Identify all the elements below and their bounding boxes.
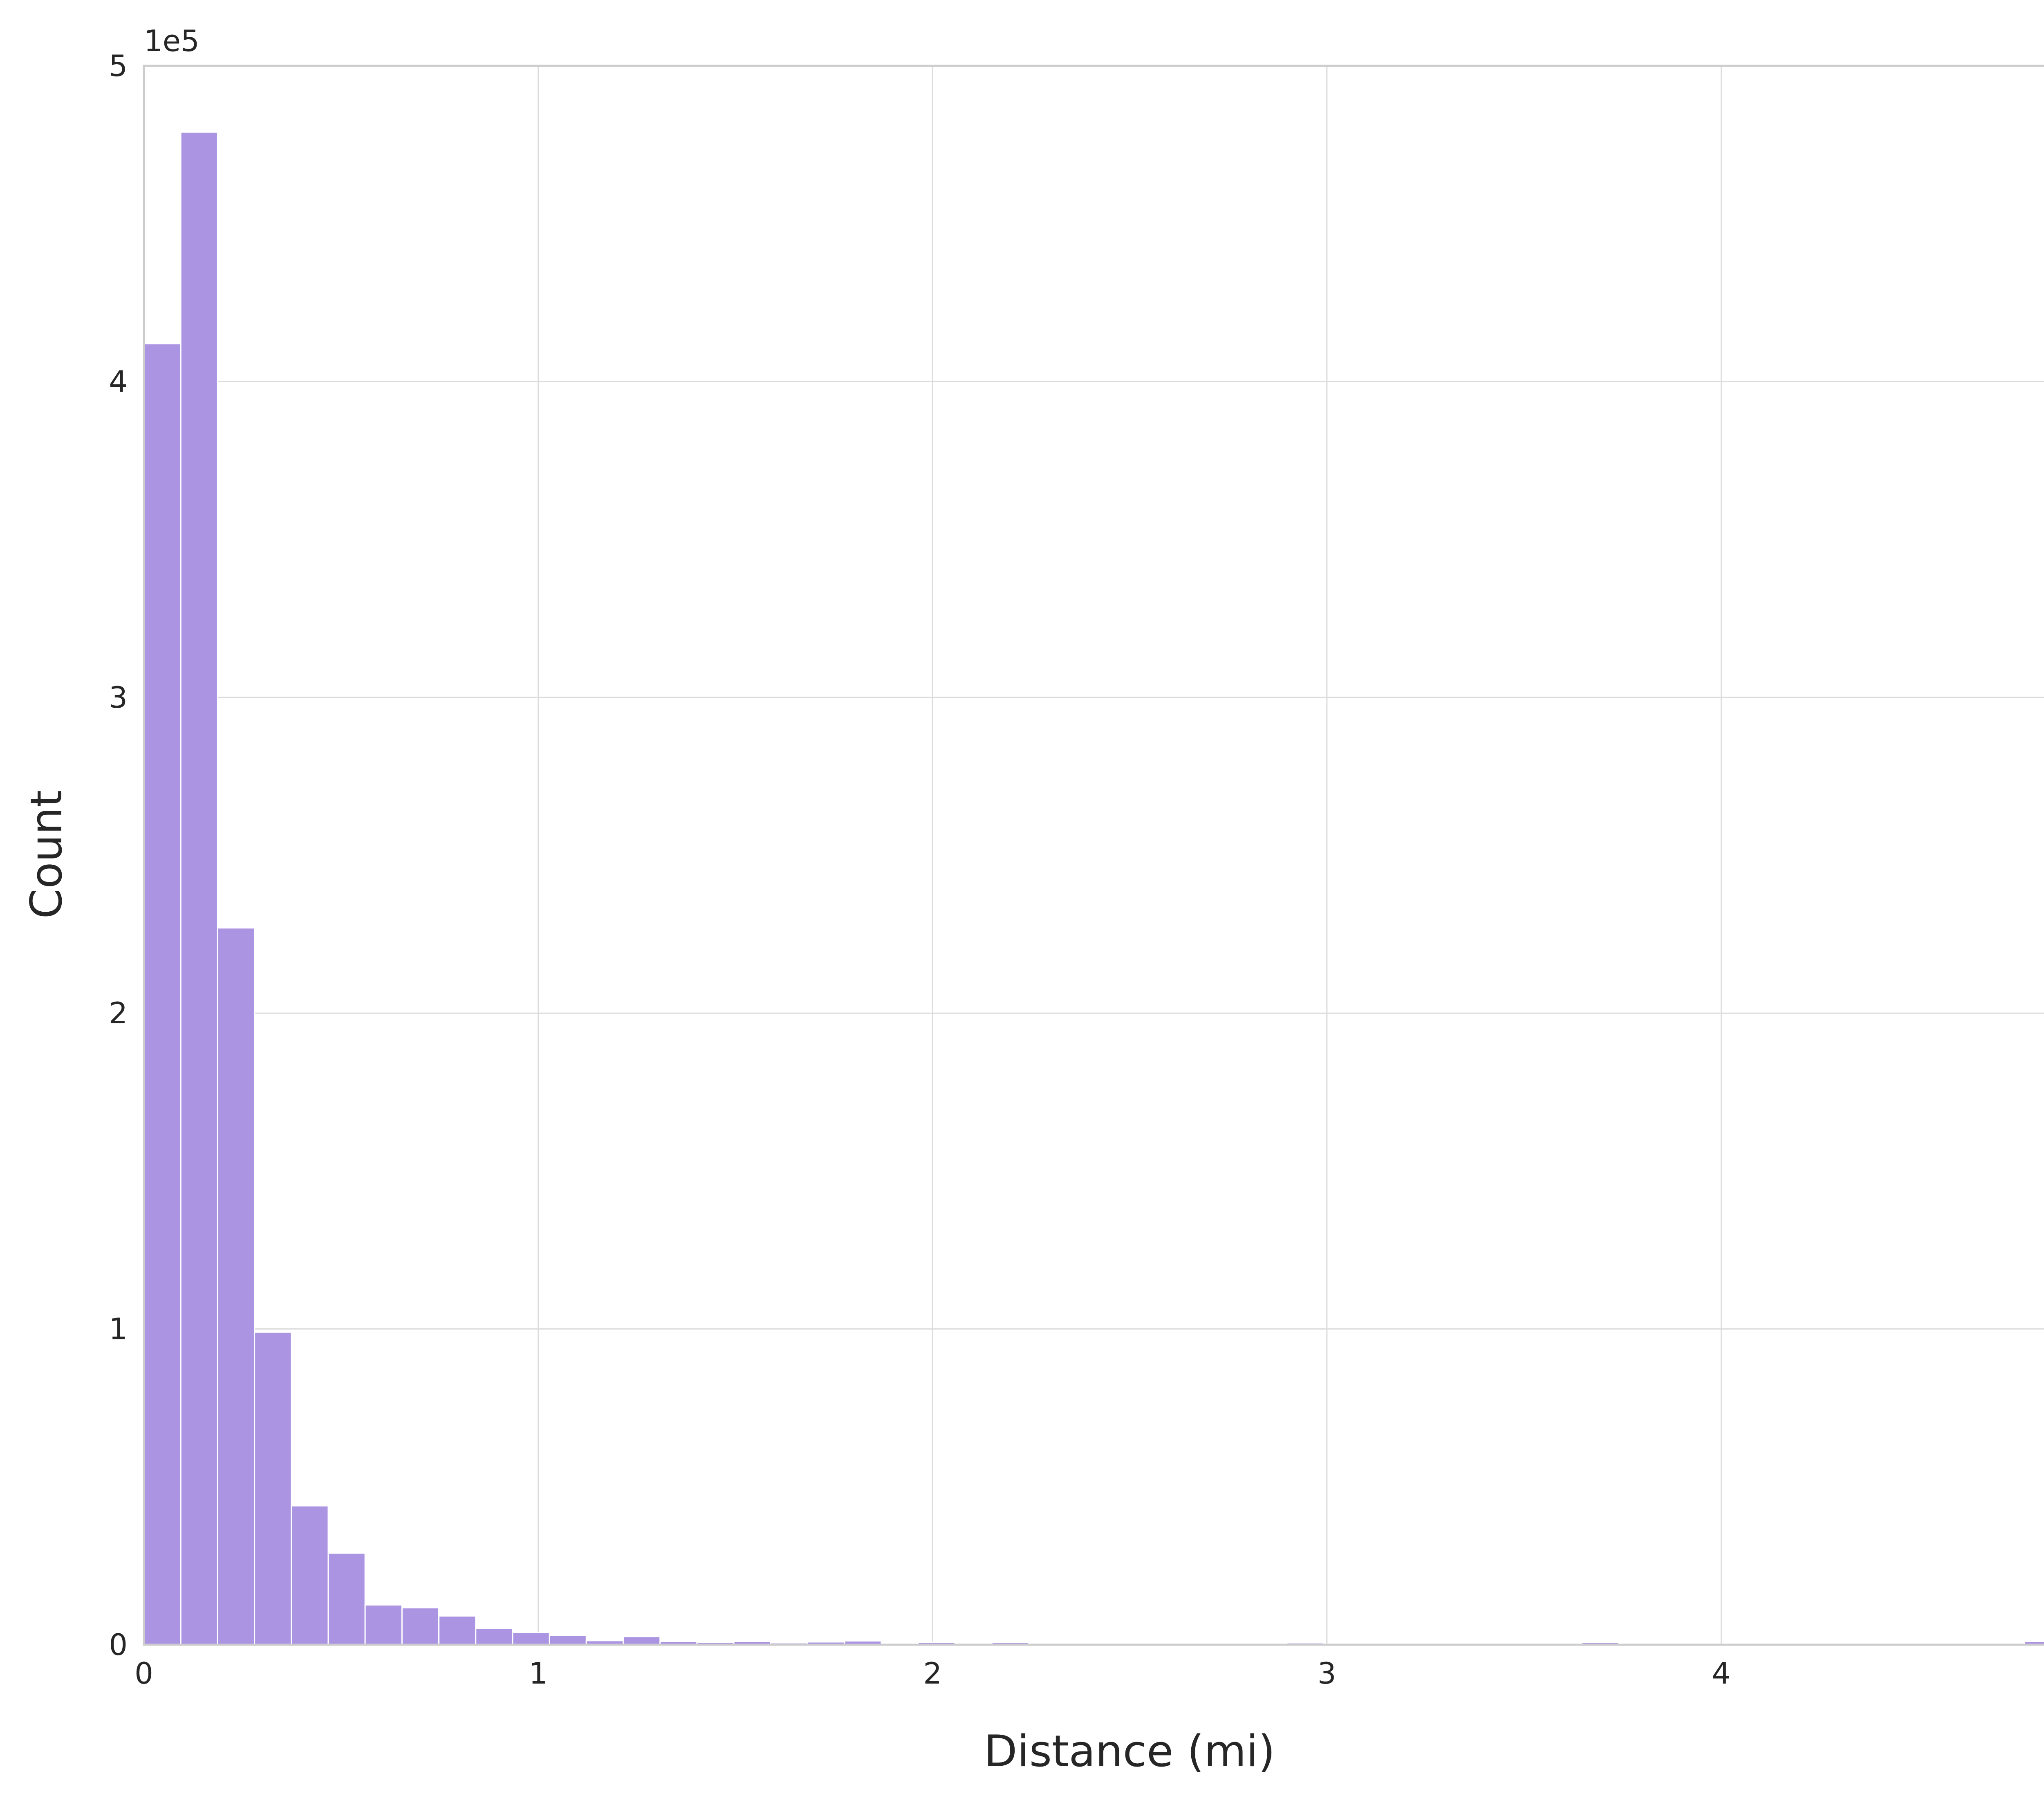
x-tick-label: 1 [529,1656,548,1691]
histogram-bar [364,1604,403,1646]
histogram-bar [438,1615,477,1646]
plot-frame [143,65,2044,1646]
x-tick-label: 0 [134,1656,153,1691]
histogram-bar [291,1505,329,1646]
y-tick-label: 4 [109,364,128,399]
histogram-bar [512,1632,550,1646]
histogram-bar [180,131,218,1646]
x-axis-label: Distance (mi) [984,1726,1275,1776]
y-tick-label: 3 [109,680,128,715]
y-tick-label: 5 [109,49,128,83]
histogram-bar [327,1552,366,1646]
y-tick-label: 1 [109,1312,128,1346]
x-tick-label: 2 [923,1656,942,1691]
histogram-bar [401,1607,440,1646]
histogram-bar [254,1331,292,1646]
y-offset-label: 1e5 [144,24,199,58]
histogram-bar [622,1636,661,1646]
y-tick-label: 2 [109,996,128,1030]
histogram-bar [217,927,256,1646]
histogram-bar [549,1635,587,1646]
histogram-bar [143,343,182,1646]
x-tick-label: 4 [1712,1656,1730,1691]
y-axis-label: Count [21,790,72,919]
x-tick-label: 3 [1318,1656,1336,1691]
histogram-bar [475,1628,513,1646]
y-tick-label: 0 [109,1628,128,1662]
